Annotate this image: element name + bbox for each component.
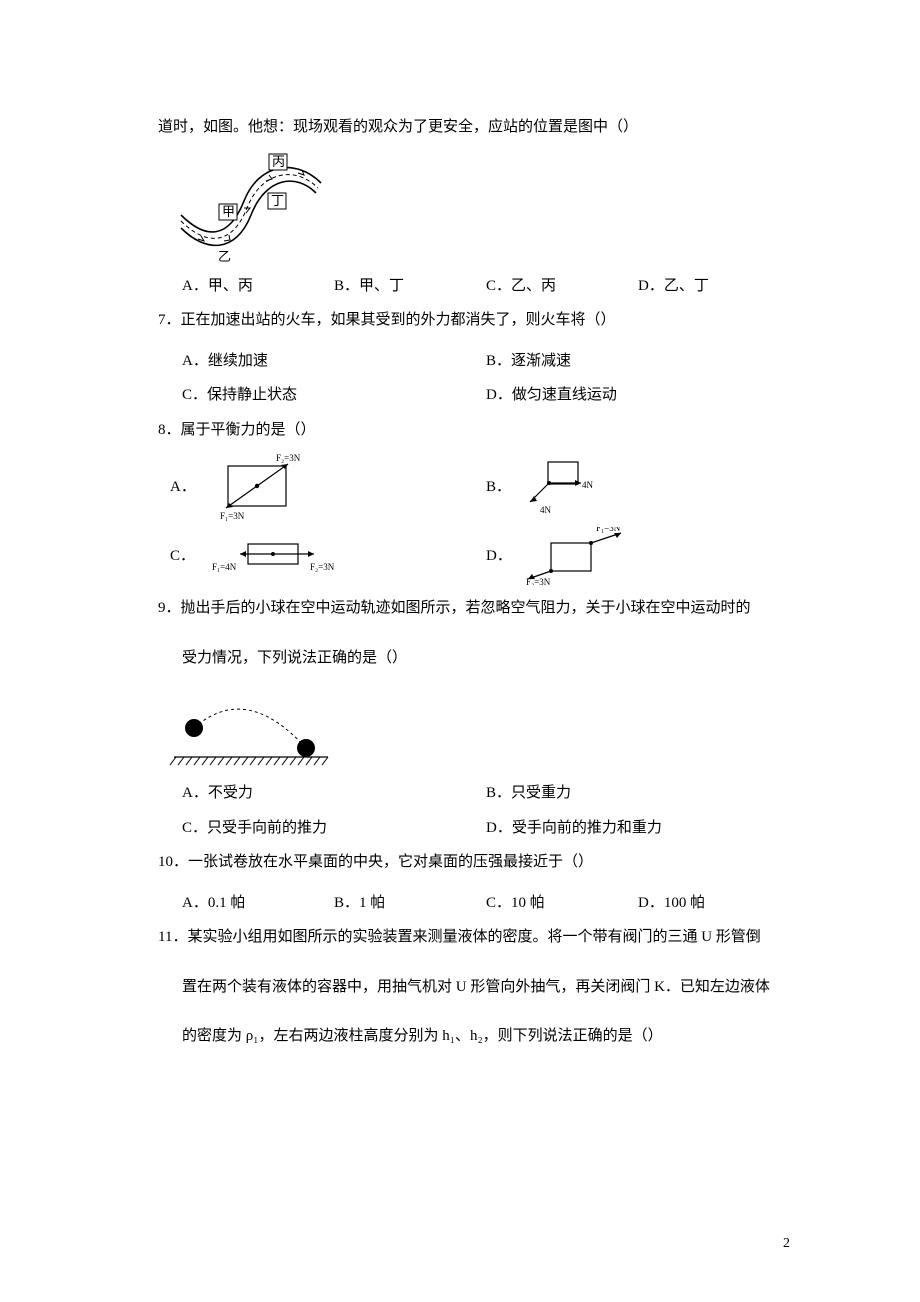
- q11-text-line3: 的密度为 ρ₁，左右两边液柱高度分别为 h₁、h₂，则下列说法正确的是（）: [158, 1019, 790, 1054]
- q11-num: 11．: [158, 929, 187, 945]
- svg-text:4N: 4N: [582, 480, 594, 490]
- page-number: 2: [783, 1228, 790, 1260]
- svg-text:4N: 4N: [540, 505, 552, 515]
- q11: 11．某实验小组用如图所示的实验装置来测量液体的密度。将一个带有阀门的三通 U …: [158, 920, 790, 955]
- svg-text:丁: 丁: [271, 193, 284, 208]
- q6-option-c: C．乙、丙: [486, 269, 638, 304]
- q8-figure-b: 4N 4N: [526, 458, 790, 516]
- q10: 10．一张试卷放在水平桌面的中央，它对桌面的压强最接近于（）: [158, 845, 790, 880]
- svg-text:F₂=3N: F₂=3N: [310, 562, 335, 572]
- q8-text: 属于平衡力的是（）: [181, 422, 316, 438]
- svg-text:F₁=3N: F₁=3N: [596, 527, 621, 533]
- q9-option-b: B．只受重力: [486, 776, 790, 811]
- q11-text-line2: 置在两个装有液体的容器中，用抽气机对 U 形管向外抽气，再关闭阀门 K．已知左边…: [158, 970, 790, 1005]
- q10-option-d: D．100 帕: [638, 886, 790, 921]
- svg-text:甲: 甲: [222, 204, 235, 219]
- q6-figure: 丙 丁 甲 乙: [166, 153, 790, 263]
- q8-figure-d: F₁=3N F₂=3N: [526, 527, 790, 585]
- svg-text:F₁=4N: F₁=4N: [212, 562, 237, 572]
- svg-text:F₂=3N: F₂=3N: [276, 453, 301, 463]
- q9-options: A．不受力 B．只受重力 C．只受手向前的推力 D．受手向前的推力和重力: [182, 776, 790, 845]
- q10-option-b: B．1 帕: [334, 886, 486, 921]
- q8-row-cd: C． F₁=4N F₂=3N D． F: [158, 527, 790, 585]
- q8-label-b: B．: [474, 470, 526, 505]
- q9-num: 9．: [158, 600, 181, 616]
- q7-option-b: B．逐渐减速: [486, 344, 790, 379]
- q6-continuation-text: 道时，如图。他想：现场观看的观众为了更安全，应站的位置是图中（）: [158, 110, 790, 145]
- q9-text-line1: 抛出手后的小球在空中运动轨迹如图所示，若忽略空气阻力，关于小球在空中运动时的: [181, 600, 751, 616]
- q8-figure-c: F₁=4N F₂=3N: [210, 536, 474, 576]
- q10-options: A．0.1 帕 B．1 帕 C．10 帕 D．100 帕: [182, 886, 790, 921]
- q8-figure-a: F₂=3N F₁=3N: [210, 453, 474, 521]
- q7-options: A．继续加速 B．逐渐减速 C．保持静止状态 D．做匀速直线运动: [182, 344, 790, 413]
- q6-options: A．甲、丙 B．甲、丁 C．乙、丙 D．乙、丁: [182, 269, 790, 304]
- q9-option-a: A．不受力: [182, 776, 486, 811]
- svg-text:乙: 乙: [218, 249, 231, 263]
- q6-option-b: B．甲、丁: [334, 269, 486, 304]
- q9: 9．抛出手后的小球在空中运动轨迹如图所示，若忽略空气阻力，关于小球在空中运动时的: [158, 591, 790, 626]
- q7-option-a: A．继续加速: [182, 344, 486, 379]
- svg-text:F₂=3N: F₂=3N: [526, 577, 551, 585]
- q10-option-a: A．0.1 帕: [182, 886, 334, 921]
- q7: 7．正在加速出站的火车，如果其受到的外力都消失了，则火车将（）: [158, 303, 790, 338]
- q10-num: 10．: [158, 854, 188, 870]
- q9-option-d: D．受手向前的推力和重力: [486, 811, 790, 846]
- q7-text: 正在加速出站的火车，如果其受到的外力都消失了，则火车将（）: [181, 312, 616, 328]
- q8-label-a: A．: [158, 470, 210, 505]
- page: 道时，如图。他想：现场观看的观众为了更安全，应站的位置是图中（） 丙 丁 甲 乙…: [0, 0, 920, 1302]
- q7-num: 7．: [158, 312, 181, 328]
- q8-label-c: C．: [158, 539, 210, 574]
- q8-label-d: D．: [474, 539, 526, 574]
- q6-text: 道时，如图。他想：现场观看的观众为了更安全，应站的位置是图中（）: [158, 119, 638, 135]
- q11-text-line1: 某实验小组用如图所示的实验装置来测量液体的密度。将一个带有阀门的三通 U 形管倒: [187, 929, 760, 945]
- q7-option-d: D．做匀速直线运动: [486, 378, 790, 413]
- q9-figure: [166, 690, 790, 770]
- q8-row-ab: A． F₂=3N F₁=3N B． 4N: [158, 453, 790, 521]
- q8-num: 8．: [158, 422, 181, 438]
- q6-option-a: A．甲、丙: [182, 269, 334, 304]
- svg-text:丙: 丙: [272, 154, 285, 169]
- q6-option-d: D．乙、丁: [638, 269, 790, 304]
- q10-text: 一张试卷放在水平桌面的中央，它对桌面的压强最接近于（）: [188, 854, 593, 870]
- q8: 8．属于平衡力的是（）: [158, 413, 790, 448]
- q7-option-c: C．保持静止状态: [182, 378, 486, 413]
- q9-text-line2: 受力情况，下列说法正确的是（）: [158, 641, 790, 676]
- q10-option-c: C．10 帕: [486, 886, 638, 921]
- svg-text:F₁=3N: F₁=3N: [220, 511, 245, 521]
- q9-option-c: C．只受手向前的推力: [182, 811, 486, 846]
